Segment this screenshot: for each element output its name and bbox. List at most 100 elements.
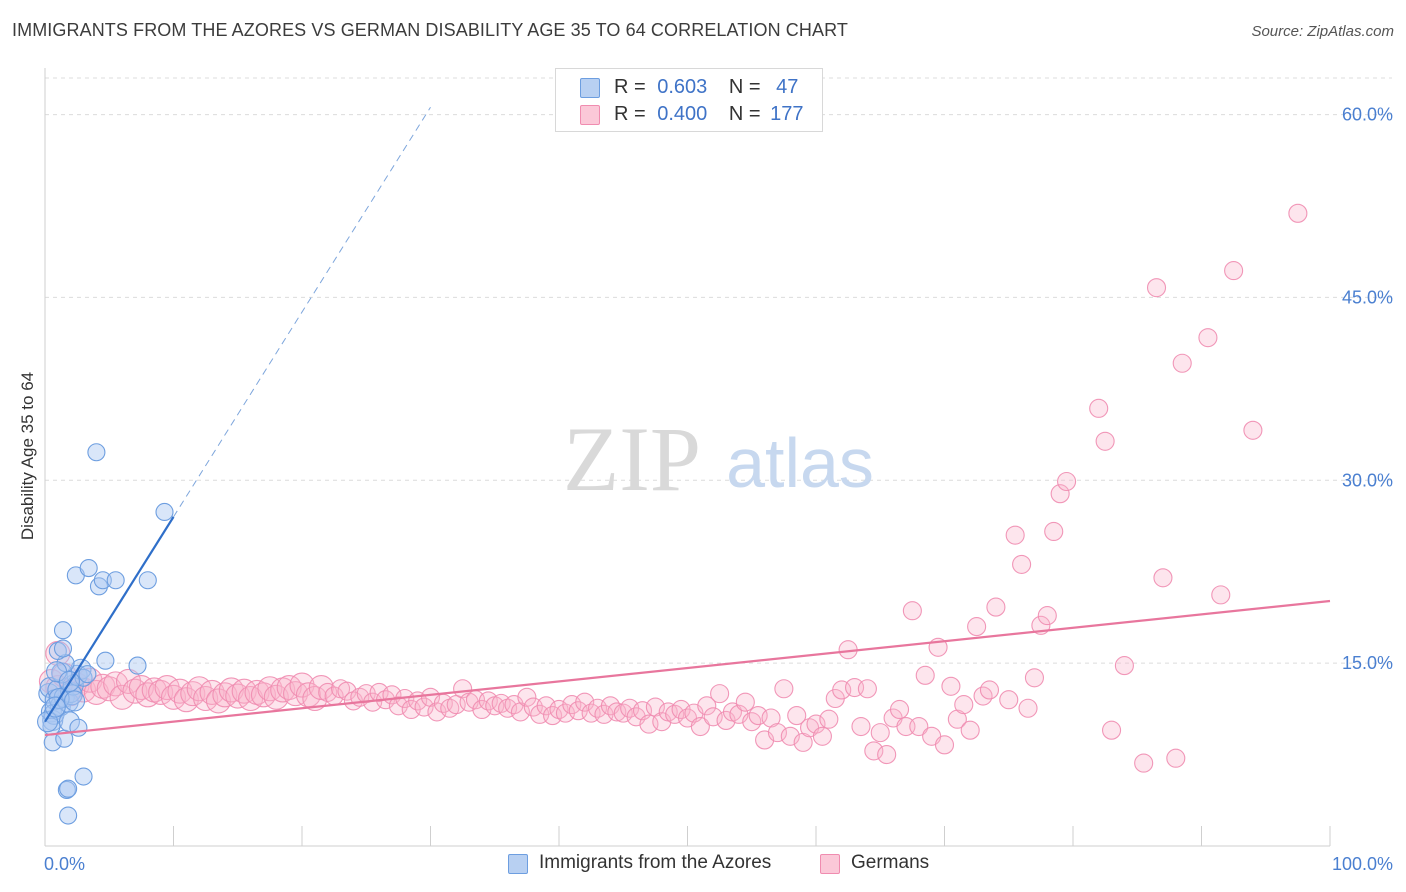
germans-point xyxy=(710,684,730,704)
azores-point xyxy=(59,806,78,825)
germans-point xyxy=(1288,203,1308,223)
legend-row-azores: R = 0.603 N = 47 xyxy=(556,75,822,101)
germans-point xyxy=(103,671,129,697)
germans-point xyxy=(915,665,935,685)
germans-point xyxy=(1114,656,1134,676)
germans-point xyxy=(1037,606,1057,626)
legend-swatch-germans xyxy=(580,105,600,125)
watermark-atlas: atlas xyxy=(726,424,874,502)
series-azores xyxy=(37,443,174,825)
germans-point xyxy=(1198,328,1218,348)
germans-point xyxy=(1089,398,1109,418)
azores-trend-line xyxy=(44,516,175,723)
germans-point xyxy=(1243,420,1263,440)
germans-point xyxy=(440,698,460,718)
legend-r-value: 0.400 xyxy=(657,103,708,125)
azores-point xyxy=(96,651,115,670)
chart-title: IMMIGRANTS FROM THE AZORES VS GERMAN DIS… xyxy=(12,20,848,40)
legend-n-label: N = xyxy=(728,76,761,98)
azores-point xyxy=(128,656,147,675)
watermark: ZIP atlas xyxy=(563,408,874,510)
germans-point xyxy=(851,716,871,737)
germans-point xyxy=(607,702,627,722)
germans-point xyxy=(1224,261,1244,281)
azores-point xyxy=(59,779,78,798)
azores-point xyxy=(57,780,76,799)
germans-point xyxy=(1172,353,1192,373)
germans-point xyxy=(1211,585,1231,605)
germans-point xyxy=(665,704,685,724)
germans-point xyxy=(806,714,826,734)
correlation-legend: R = 0.603 N = 47 R = 0.400 N = 177 xyxy=(555,68,823,132)
azores-point xyxy=(155,502,174,522)
germans-point xyxy=(1018,698,1038,718)
germans-point xyxy=(690,716,710,737)
y-tick-label: 30.0% xyxy=(1342,470,1393,490)
germans-point xyxy=(549,699,569,720)
germans-point xyxy=(787,706,807,726)
germans-point xyxy=(1057,471,1077,492)
azores-point xyxy=(53,639,73,658)
bottom-legend-label-azores: Immigrants from the Azores xyxy=(539,852,772,873)
series-germans xyxy=(38,203,1308,773)
germans-point xyxy=(167,678,193,704)
watermark-zip: ZIP xyxy=(563,408,701,510)
bottom-legend-swatch-azores xyxy=(508,854,528,874)
germans-point xyxy=(812,726,832,746)
germans-trend-line xyxy=(44,599,1331,737)
germans-point xyxy=(613,703,633,723)
germans-point xyxy=(388,696,408,716)
axes xyxy=(44,68,1331,847)
source-label: Source: ZipAtlas.com xyxy=(1251,23,1394,40)
germans-point xyxy=(999,690,1019,710)
germans-point xyxy=(864,741,884,761)
germans-point xyxy=(979,680,1000,700)
legend-r-value: 0.603 xyxy=(657,76,708,98)
germans-point xyxy=(1102,720,1122,740)
azores-point xyxy=(48,641,67,661)
germans-point xyxy=(1050,484,1070,504)
germans-point xyxy=(774,679,794,699)
legend-n-label: N = xyxy=(728,103,761,125)
germans-point xyxy=(960,720,980,740)
azores-point xyxy=(53,621,73,640)
germans-point xyxy=(318,682,338,702)
azores-point xyxy=(78,665,97,684)
grid-lines xyxy=(45,77,1392,664)
legend-r-label: R = xyxy=(614,76,646,98)
azores-point xyxy=(138,571,157,590)
y-tick-label: 60.0% xyxy=(1342,105,1393,125)
y-axis-label: Disability Age 35 to 64 xyxy=(18,372,37,540)
germans-point xyxy=(954,695,974,715)
tick-labels: 15.0% 30.0% 45.0% 60.0% 0.0% 100.0% xyxy=(44,105,1393,874)
germans-point xyxy=(199,679,225,705)
germans-point xyxy=(986,597,1006,617)
germans-point xyxy=(1166,748,1186,768)
germans-point xyxy=(498,698,518,718)
x-tick-label: 0.0% xyxy=(44,854,85,874)
azores-point xyxy=(69,718,88,737)
germans-point xyxy=(909,716,929,737)
germans-point xyxy=(1153,568,1173,588)
azores-point xyxy=(74,767,93,786)
germans-point xyxy=(857,679,877,699)
legend-r-label: R = xyxy=(614,103,646,125)
germans-point xyxy=(941,676,961,696)
bottom-legend-swatch-germans xyxy=(820,854,840,874)
germans-point xyxy=(414,697,434,717)
germans-point xyxy=(1146,278,1167,298)
azores-point xyxy=(79,559,98,578)
legend-swatch-azores xyxy=(580,78,600,98)
azores-point xyxy=(93,571,112,590)
germans-point xyxy=(517,687,537,707)
germans-point xyxy=(967,617,987,637)
germans-point xyxy=(735,692,755,712)
azores-point xyxy=(87,443,106,462)
germans-point xyxy=(1134,753,1154,773)
germans-point xyxy=(889,699,910,720)
bottom-legend-label-germans: Germans xyxy=(851,852,930,873)
legend-row-germans: R = 0.400 N = 177 xyxy=(556,102,822,128)
legend-n-value: 47 xyxy=(776,76,799,98)
germans-point xyxy=(283,681,309,707)
germans-point xyxy=(1012,554,1032,574)
